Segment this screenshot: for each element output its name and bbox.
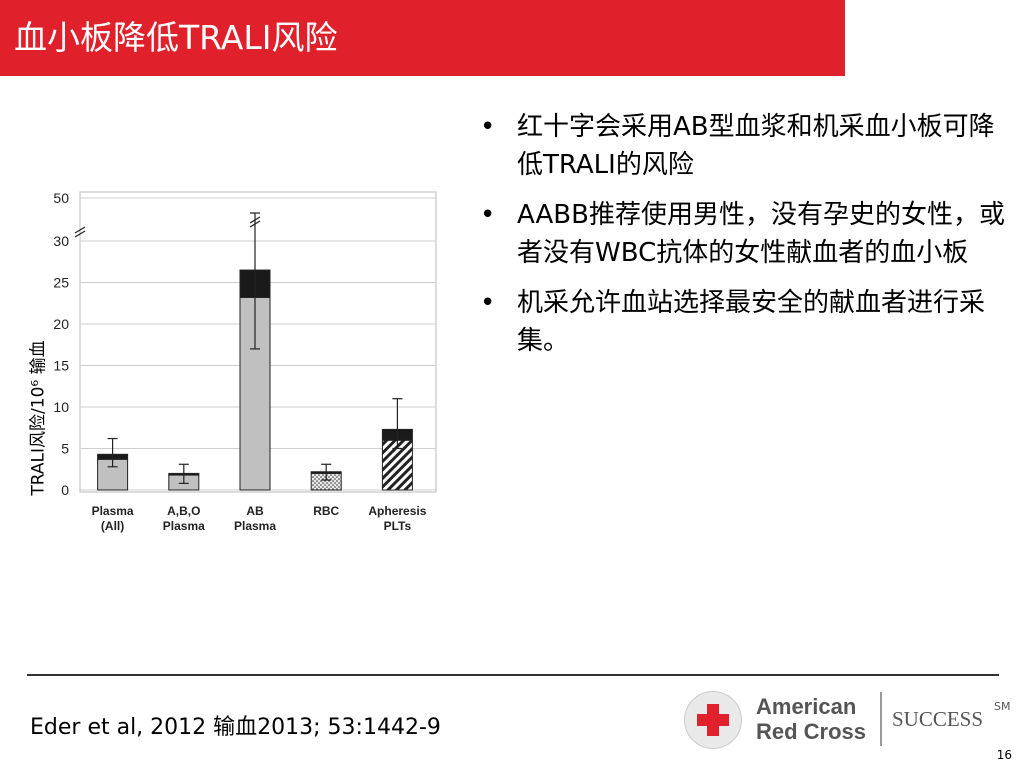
bar-chart-svg: 05101520253050Plasma(All)A,B,OPlasmaABPl… [53, 190, 437, 533]
bullet-text: 红十字会采用AB型血浆和机采血小板可降低TRALI的风险 [517, 112, 995, 180]
bullet-symbol: • [480, 200, 496, 230]
page-number: 16 [996, 748, 1012, 762]
x-tick-label: Plasma [92, 504, 134, 518]
bullet-item: • 红十字会采用AB型血浆和机采血小板可降低TRALI的风险 [480, 108, 1020, 184]
x-tick-label: RBC [313, 504, 339, 518]
y-tick-label: 10 [53, 399, 69, 415]
logo-service-mark: SM [994, 700, 1011, 713]
x-tick-label: A,B,O [167, 504, 200, 518]
y-tick-label: 30 [53, 233, 69, 249]
bullet-item: • 机采允许血站选择最安全的献血者进行采集。 [480, 284, 1020, 360]
x-tick-label: Plasma [163, 519, 205, 533]
y-tick-label: 25 [53, 275, 69, 291]
page-title: 血小板降低TRALI风险 [14, 18, 338, 57]
logo-line-1: American [756, 694, 857, 719]
bullet-symbol: • [480, 112, 496, 142]
y-tick-label: 20 [53, 316, 69, 332]
error-break-mark [249, 216, 261, 224]
axis-break-mark [74, 230, 86, 238]
red-cross-logo: American Red Cross SUCCESS SM [684, 688, 1014, 750]
y-tick-label: 50 [53, 190, 69, 206]
bar-chart: 0 5 10 15 20 25 30 50 Plasma (All) A,B,O Plasma AB Pl… [0, 180, 450, 540]
x-tick-label: AB [246, 504, 264, 518]
x-tick-label: (All) [101, 519, 124, 533]
y-tick-label: 0 [61, 482, 69, 498]
y-tick-label: 15 [53, 358, 69, 374]
x-tick-label: Apheresis [368, 504, 426, 518]
logo-line-2: Red Cross [756, 719, 867, 744]
red-cross-icon [684, 691, 742, 749]
y-tick-label: 5 [61, 441, 69, 457]
x-tick-label: Plasma [234, 519, 276, 533]
divider-line [27, 674, 999, 676]
y-axis-label: TRALI风险/10⁶ 输血 [28, 340, 49, 496]
bullet-text: 机采允许血站选择最安全的献血者进行采集。 [517, 288, 986, 356]
axis-break-mark [74, 226, 86, 234]
bullet-item: • AABB推荐使用男性，没有孕史的女性，或者没有WBC抗体的女性献血者的血小板 [480, 196, 1020, 272]
citation: Eder et al, 2012 输血2013; 53:1442-9 [30, 715, 441, 740]
title-bar: 血小板降低TRALI风险 [0, 0, 845, 76]
bullet-symbol: • [480, 288, 496, 318]
bullet-text: AABB推荐使用男性，没有孕史的女性，或者没有WBC抗体的女性献血者的血小板 [517, 200, 1005, 268]
logo-separator [880, 692, 882, 746]
logo-wordmark: American Red Cross [756, 694, 866, 744]
logo-tagline: SUCCESS [892, 707, 984, 731]
bullet-list: • 红十字会采用AB型血浆和机采血小板可降低TRALI的风险 • AABB推荐使… [480, 108, 1020, 372]
x-tick-label: PLTs [384, 519, 412, 533]
error-break-mark [249, 220, 261, 228]
